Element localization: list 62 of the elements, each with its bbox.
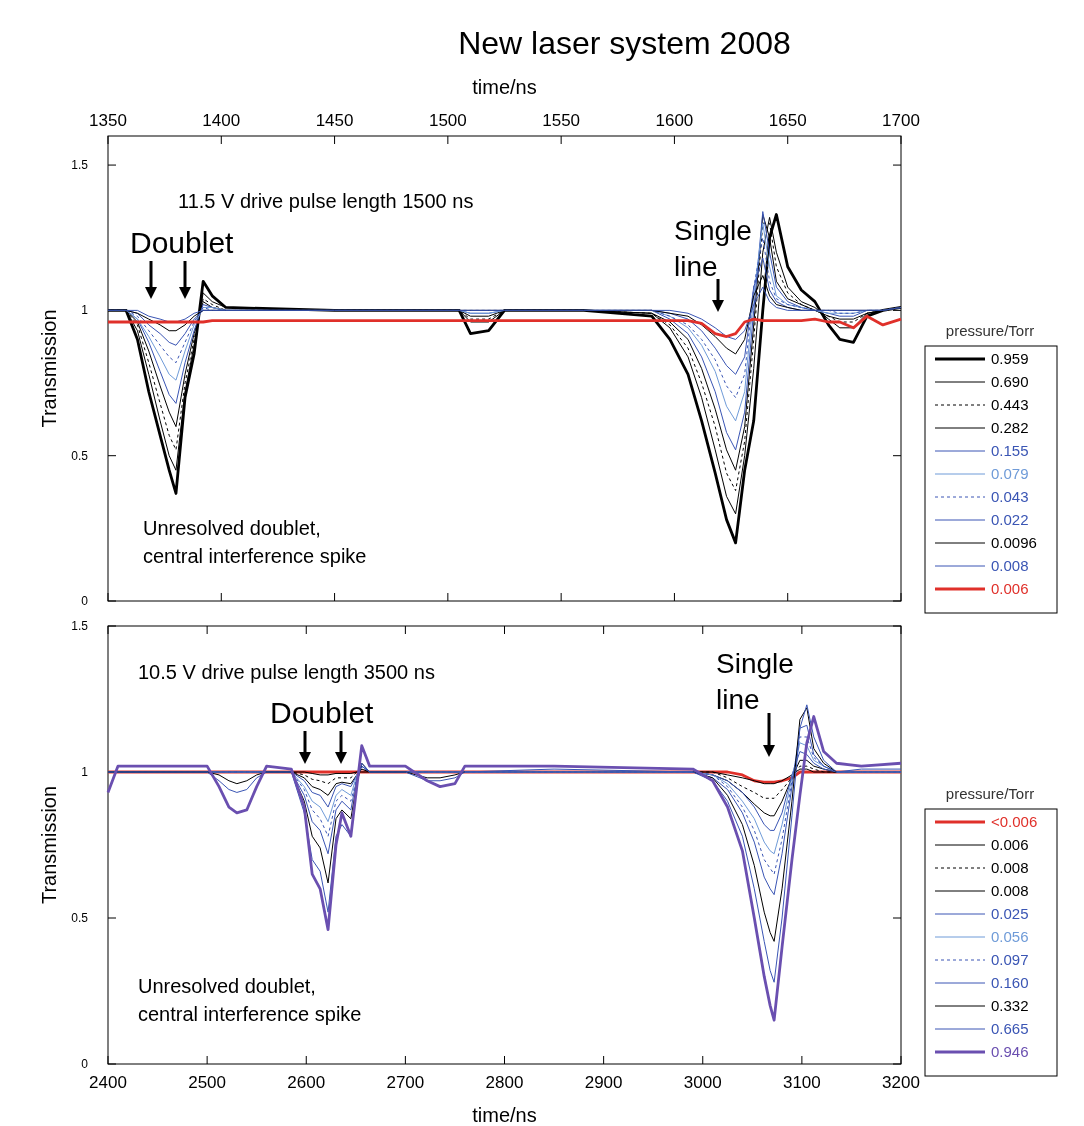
annotation: Unresolved doublet, central interference spike bbox=[138, 975, 362, 1025]
x-tick-label: 1450 bbox=[315, 111, 354, 130]
x-tick-label: 3100 bbox=[782, 1073, 821, 1092]
annotation: 11.5 V drive pulse length 1500 ns bbox=[178, 190, 474, 212]
legend-label: 0.008 bbox=[991, 557, 1029, 574]
y-tick-label: 0 bbox=[81, 1057, 89, 1071]
legend-label: 0.056 bbox=[991, 928, 1029, 945]
x-tick-label: 1600 bbox=[655, 111, 694, 130]
legend-label: <0.006 bbox=[991, 813, 1038, 830]
y-axis-title: Transmission bbox=[38, 785, 60, 905]
legend-label: 0.332 bbox=[991, 997, 1029, 1014]
x-tick-label: 2800 bbox=[485, 1073, 524, 1092]
y-tick-label: 1 bbox=[81, 303, 89, 318]
legend-label: 0.006 bbox=[991, 580, 1029, 597]
annotation: Single line bbox=[674, 215, 752, 282]
y-tick-label: 0 bbox=[81, 594, 89, 608]
legend-label: 0.022 bbox=[991, 511, 1029, 528]
legend-title: pressure/Torr bbox=[945, 322, 1035, 339]
annotation: Unresolved doublet, central interference spike bbox=[143, 517, 367, 567]
legend-label: 0.443 bbox=[991, 396, 1029, 413]
legend-label: 0.946 bbox=[991, 1043, 1029, 1060]
x-tick-label: 2400 bbox=[89, 1073, 127, 1092]
x-tick-label: 2600 bbox=[287, 1073, 326, 1092]
legend-title: pressure/Torr bbox=[945, 785, 1035, 802]
legend-label: 0.665 bbox=[991, 1020, 1029, 1037]
legend-label: 0.155 bbox=[991, 442, 1029, 459]
x-axis-title: time/ns bbox=[472, 76, 537, 98]
legend-label: 0.008 bbox=[991, 859, 1029, 876]
annotation: 10.5 V drive pulse length 3500 ns bbox=[138, 661, 435, 683]
legend-label: 0.282 bbox=[991, 419, 1029, 436]
legend-label: 0.079 bbox=[991, 465, 1029, 482]
legend-label: 0.008 bbox=[991, 882, 1029, 899]
legend-label: 0.097 bbox=[991, 951, 1029, 968]
legend-label: 0.0096 bbox=[991, 534, 1037, 551]
legend-label: 0.160 bbox=[991, 974, 1029, 991]
x-tick-label: 1650 bbox=[768, 111, 807, 130]
legend-label: 0.043 bbox=[991, 488, 1029, 505]
x-tick-label: 1400 bbox=[202, 111, 241, 130]
x-tick-label: 1350 bbox=[89, 111, 127, 130]
x-tick-label: 1500 bbox=[428, 111, 467, 130]
x-tick-label: 2700 bbox=[386, 1073, 425, 1092]
legend-label: 0.025 bbox=[991, 905, 1029, 922]
y-axis-title: Transmission bbox=[38, 309, 60, 428]
x-tick-label: 1550 bbox=[542, 111, 581, 130]
legend-label: 0.690 bbox=[991, 373, 1029, 390]
y-tick-label: 1 bbox=[81, 765, 89, 779]
legend-label: 0.959 bbox=[991, 350, 1029, 367]
y-tick-label: 0.5 bbox=[71, 911, 89, 925]
annotation: Doublet bbox=[270, 696, 375, 729]
annotation: Single line bbox=[716, 648, 794, 715]
x-tick-label: 2500 bbox=[188, 1073, 227, 1092]
annotation: Doublet bbox=[130, 226, 235, 259]
x-tick-label: 1700 bbox=[882, 111, 920, 130]
x-axis-title: time/ns bbox=[472, 1104, 537, 1126]
y-tick-label: 1.5 bbox=[71, 158, 89, 173]
legend-label: 0.006 bbox=[991, 836, 1029, 853]
y-tick-label: 0.5 bbox=[71, 448, 89, 463]
x-tick-label: 2900 bbox=[584, 1073, 623, 1092]
chart-title: New laser system 2008 bbox=[458, 25, 791, 61]
x-tick-label: 3000 bbox=[683, 1073, 722, 1092]
x-tick-label: 3200 bbox=[882, 1073, 920, 1092]
y-tick-label: 1.5 bbox=[71, 619, 89, 633]
